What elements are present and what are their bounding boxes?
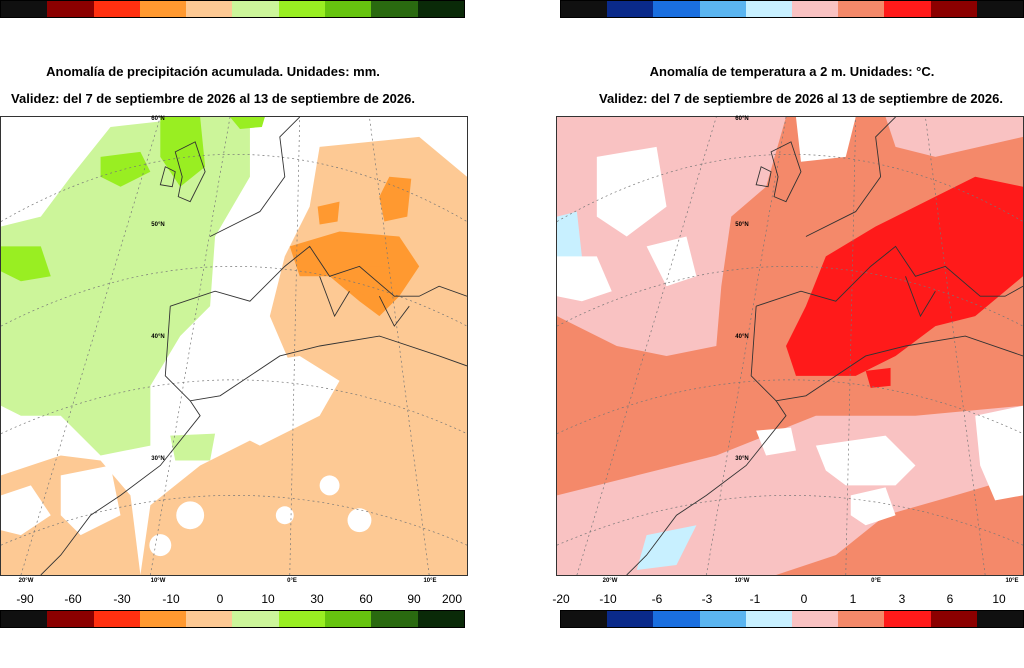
right-colorbar-swatch-2 xyxy=(653,1,700,17)
left-tick: -10 xyxy=(162,592,180,606)
left-colorbar-swatch-9 xyxy=(417,611,464,627)
left-tick: -90 xyxy=(16,592,34,606)
right-lat-label-60n: 60°N xyxy=(735,116,749,122)
right-tick: 10 xyxy=(992,592,1006,606)
right-colorbar-swatch-5 xyxy=(792,611,839,627)
right-lon-label-20w: 20°W xyxy=(602,578,618,584)
left-lon-label-0e: 0°E xyxy=(287,578,297,584)
left-colorbar-swatch-3 xyxy=(139,1,187,17)
right-colorbar-swatch-3 xyxy=(699,1,746,17)
left-lat-label-50n: 50°N xyxy=(151,222,165,228)
right-title-line2: Validez: del 7 de septiembre de 2026 al … xyxy=(599,91,1003,106)
right-colorbar-swatch-3 xyxy=(699,611,746,627)
right-tick: -3 xyxy=(701,592,713,606)
left-colorbar-swatch-5 xyxy=(232,611,279,627)
left-colorbar-swatch-4 xyxy=(186,1,233,17)
left-colorbar-swatch-5 xyxy=(232,1,279,17)
right-tick: 1 xyxy=(849,592,857,606)
left-colorbar-swatch-2 xyxy=(93,1,140,17)
left-colorbar-swatch-7 xyxy=(325,611,372,627)
right-lat-label-50n: 50°N xyxy=(735,222,749,228)
left-title-line2: Validez: del 7 de septiembre de 2026 al … xyxy=(11,91,415,106)
left-colorbar-swatch-4 xyxy=(186,611,233,627)
right-colorbar-swatch-8 xyxy=(930,1,977,17)
left-bottom-colorbar xyxy=(0,610,465,628)
right-tick: -1 xyxy=(749,592,761,606)
right-tick: -10 xyxy=(599,592,617,606)
left-lat-label-40n: 40°N xyxy=(151,334,165,340)
right-temperature-map xyxy=(556,116,1024,576)
left-colorbar-swatch-8 xyxy=(371,1,418,17)
right-bottom-colorbar xyxy=(560,610,1024,628)
right-colorbar-swatch-0 xyxy=(561,1,608,17)
right-colorbar-swatch-1 xyxy=(607,611,654,627)
left-colorbar-swatch-0 xyxy=(1,1,48,17)
right-colorbar-swatch-7 xyxy=(884,1,931,17)
left-tick: 60 xyxy=(359,592,373,606)
right-colorbar-swatch-5 xyxy=(792,1,839,17)
right-colorbar-swatch-4 xyxy=(745,1,793,17)
left-colorbar-swatch-6 xyxy=(278,611,326,627)
left-colorbar-swatch-7 xyxy=(325,1,372,17)
right-colorbar-swatch-7 xyxy=(884,611,931,627)
left-colorbar-swatch-9 xyxy=(417,1,464,17)
right-lon-label-10e: 10°E xyxy=(1005,578,1019,584)
right-colorbar-swatch-6 xyxy=(838,1,885,17)
left-lon-label-10e: 10°E xyxy=(423,578,437,584)
left-tick: 0 xyxy=(216,592,224,606)
left-lat-label-30n: 30°N xyxy=(151,456,165,462)
left-lon-label-10w: 10°W xyxy=(150,578,166,584)
left-lat-label-60n: 60°N xyxy=(151,116,165,122)
right-lon-label-0e: 0°E xyxy=(871,578,881,584)
left-colorbar-swatch-1 xyxy=(47,611,94,627)
left-colorbar-swatch-8 xyxy=(371,611,418,627)
left-colorbar-swatch-2 xyxy=(93,611,140,627)
right-colorbar-swatch-6 xyxy=(838,611,885,627)
left-lon-label-20w: 20°W xyxy=(18,578,34,584)
right-colorbar-swatch-1 xyxy=(607,1,654,17)
left-tick: 90 xyxy=(407,592,421,606)
left-top-colorbar xyxy=(0,0,465,18)
right-lon-label-10w: 10°W xyxy=(734,578,750,584)
right-top-colorbar xyxy=(560,0,1024,18)
right-tick: 0 xyxy=(800,592,808,606)
left-tick: 200 xyxy=(441,592,463,606)
left-title-line1: Anomalía de precipitación acumulada. Uni… xyxy=(46,64,380,79)
right-colorbar-ticks: -20 -10 -6 -3 -1 0 1 3 6 10 xyxy=(552,592,1024,608)
left-tick: -30 xyxy=(113,592,131,606)
left-precipitation-map xyxy=(0,116,468,576)
left-colorbar-ticks: -90 -60 -30 -10 0 10 30 60 90 200 xyxy=(0,592,468,608)
right-colorbar-swatch-0 xyxy=(561,611,608,627)
left-colorbar-swatch-0 xyxy=(1,611,48,627)
right-lat-label-30n: 30°N xyxy=(735,456,749,462)
right-colorbar-swatch-9 xyxy=(976,1,1024,17)
left-tick: 30 xyxy=(310,592,324,606)
right-colorbar-swatch-8 xyxy=(930,611,977,627)
right-tick: 6 xyxy=(946,592,954,606)
right-tick: -6 xyxy=(651,592,663,606)
right-lat-label-40n: 40°N xyxy=(735,334,749,340)
right-colorbar-swatch-2 xyxy=(653,611,700,627)
left-colorbar-swatch-1 xyxy=(47,1,94,17)
left-tick: 10 xyxy=(261,592,275,606)
right-title-line1: Anomalía de temperatura a 2 m. Unidades:… xyxy=(649,64,935,79)
right-tick: -20 xyxy=(552,592,570,606)
left-colorbar-swatch-6 xyxy=(278,1,326,17)
right-tick: 3 xyxy=(898,592,906,606)
left-colorbar-swatch-3 xyxy=(139,611,187,627)
right-colorbar-swatch-9 xyxy=(976,611,1024,627)
right-colorbar-swatch-4 xyxy=(745,611,793,627)
left-tick: -60 xyxy=(64,592,82,606)
